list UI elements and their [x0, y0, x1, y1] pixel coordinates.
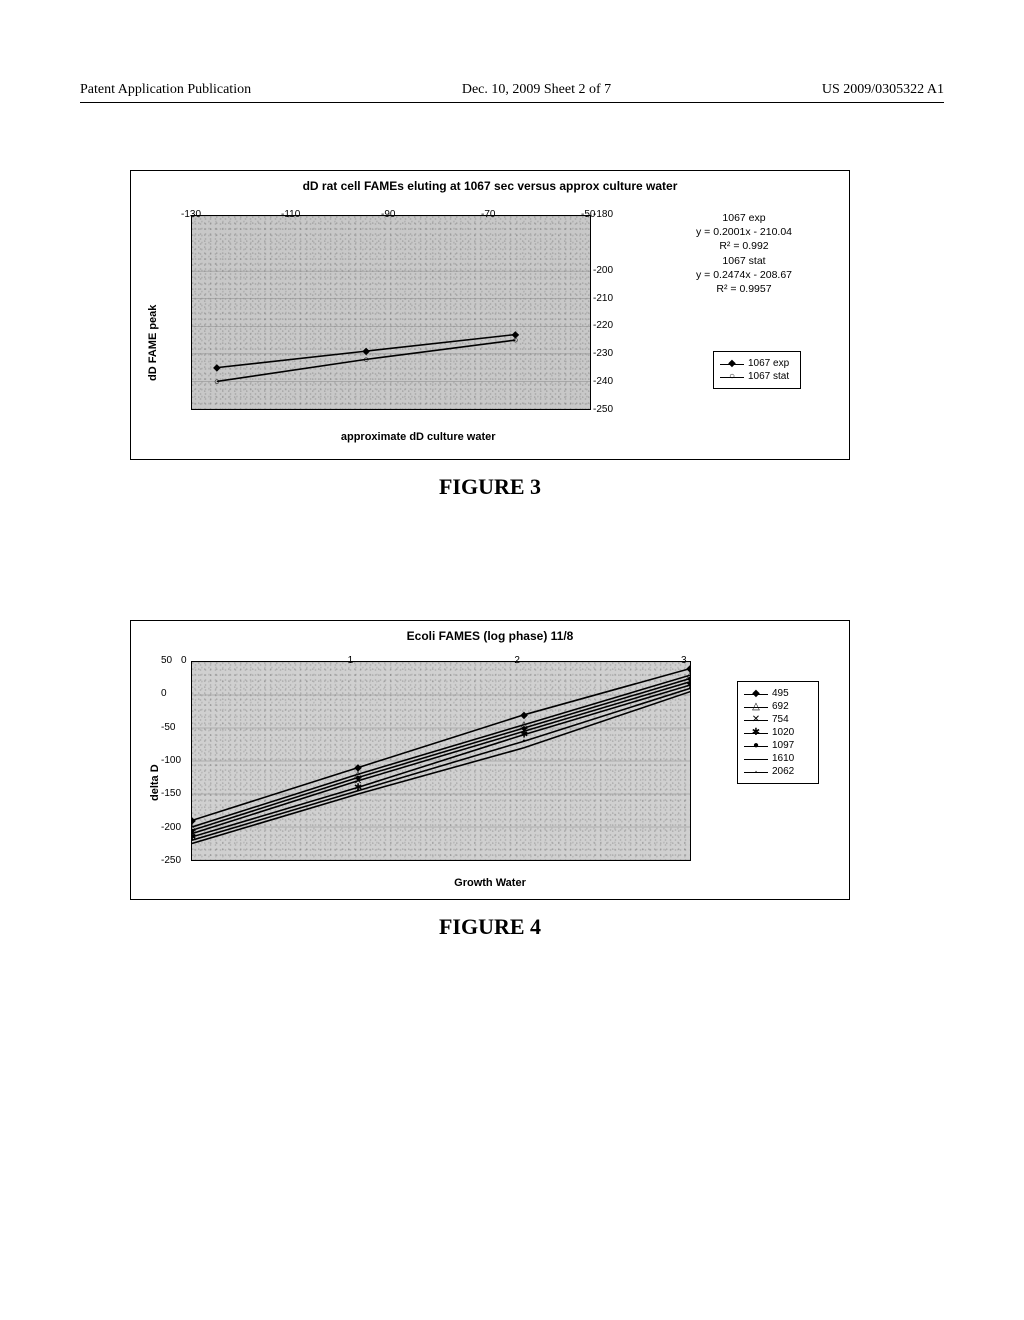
ytick: -200 — [161, 822, 181, 833]
figure-4-series: ◆◆◆◆△△△△✕✕✕✕✱✱✱✱●●●●••••···· — [192, 662, 690, 860]
legend-label: 1097 — [772, 740, 794, 751]
legend-marker-icon: △ — [744, 702, 768, 712]
header-left: Patent Application Publication — [80, 82, 251, 98]
legend-label: 1067 exp — [748, 358, 789, 369]
eq-s2-label: 1067 stat — [669, 254, 819, 268]
legend-item: ● 1097 — [744, 740, 812, 751]
ytick: -240 — [593, 376, 613, 387]
ytick: -220 — [593, 320, 613, 331]
legend-label: 2062 — [772, 766, 794, 777]
figure-4-legend: ◆ 495 △ 692 ✕ 754 ✱ 1020 ● 1097 1610 · 2062 — [737, 681, 819, 784]
xtick: 0 — [181, 655, 187, 666]
figure-3-plot-area: ◆◆◆○○○ — [191, 215, 591, 410]
legend-item: ◆ 1067 exp — [720, 358, 794, 369]
figure-3-block: dD rat cell FAMEs eluting at 1067 sec ve… — [130, 170, 850, 500]
legend-marker-icon: ● — [744, 741, 768, 751]
ytick: -250 — [593, 404, 613, 415]
svg-text:○: ○ — [512, 335, 518, 346]
eq-s1-label: 1067 exp — [669, 211, 819, 225]
ytick: -50 — [161, 722, 175, 733]
xtick: 3 — [681, 655, 687, 666]
svg-text:○: ○ — [363, 354, 369, 365]
legend-label: 692 — [772, 701, 789, 712]
legend-label: 495 — [772, 688, 789, 699]
ytick: -180 — [593, 209, 613, 220]
figure-3-ylabel: dD FAME peak — [147, 305, 159, 381]
eq-s1-r2: R² = 0.992 — [669, 239, 819, 253]
legend-marker-icon — [744, 754, 768, 764]
figure-4-chart-frame: Ecoli FAMES (log phase) 11/8 delta D ◆◆◆… — [130, 620, 850, 900]
figure-3-xlabel: approximate dD culture water — [341, 431, 496, 443]
legend-item: ✕ 754 — [744, 714, 812, 725]
legend-item: · 2062 — [744, 766, 812, 777]
svg-text:◆: ◆ — [213, 363, 221, 374]
figure-3-equations: 1067 exp y = 0.2001x - 210.04 R² = 0.992… — [669, 211, 819, 296]
figure-4-xlabel: Growth Water — [454, 877, 526, 889]
legend-item: ✱ 1020 — [744, 727, 812, 738]
legend-label: 1067 stat — [748, 371, 789, 382]
ytick: -200 — [593, 265, 613, 276]
legend-label: 754 — [772, 714, 789, 725]
figure-4-title: Ecoli FAMES (log phase) 11/8 — [239, 629, 742, 643]
xtick: -90 — [381, 209, 395, 220]
header-center: Dec. 10, 2009 Sheet 2 of 7 — [462, 82, 611, 98]
xtick: -130 — [181, 209, 201, 220]
eq-s1-eq: y = 0.2001x - 210.04 — [669, 225, 819, 239]
legend-label: 1020 — [772, 727, 794, 738]
ytick: -250 — [161, 855, 181, 866]
legend-item: △ 692 — [744, 701, 812, 712]
legend-marker-icon: ◆ — [744, 689, 768, 699]
figure-3-series: ◆◆◆○○○ — [192, 216, 590, 409]
legend-marker-icon: ○ — [720, 372, 744, 382]
svg-text:○: ○ — [214, 376, 220, 387]
legend-marker-icon: ✕ — [744, 715, 768, 725]
xtick: -110 — [281, 209, 300, 220]
figure-3-chart-frame: dD rat cell FAMEs eluting at 1067 sec ve… — [130, 170, 850, 460]
legend-marker-icon: ◆ — [720, 359, 744, 369]
page-header: Patent Application Publication Dec. 10, … — [80, 82, 944, 103]
xtick: -70 — [481, 209, 495, 220]
ytick: -150 — [161, 788, 181, 799]
ytick: 50 — [161, 655, 172, 666]
svg-text:●: ● — [355, 772, 361, 783]
ytick: -210 — [593, 293, 613, 304]
figure-4-ylabel: delta D — [149, 764, 161, 801]
legend-marker-icon: ✱ — [744, 728, 768, 738]
svg-text:·: · — [356, 789, 359, 800]
legend-item: ○ 1067 stat — [720, 371, 794, 382]
figure-4-caption: FIGURE 4 — [130, 914, 850, 940]
svg-text:·: · — [688, 687, 690, 698]
figure-3-caption: FIGURE 3 — [130, 474, 850, 500]
ytick: -230 — [593, 348, 613, 359]
ytick: -100 — [161, 755, 181, 766]
legend-item: 1610 — [744, 753, 812, 764]
figure-4-plot-area: ◆◆◆◆△△△△✕✕✕✕✱✱✱✱●●●●••••···· — [191, 661, 691, 861]
svg-text:●: ● — [521, 723, 527, 734]
xtick: 1 — [348, 655, 354, 666]
ytick: 0 — [161, 688, 167, 699]
xtick: 2 — [514, 655, 520, 666]
svg-text:·: · — [192, 838, 194, 849]
eq-s2-r2: R² = 0.9957 — [669, 282, 819, 296]
legend-item: ◆ 495 — [744, 688, 812, 699]
legend-marker-icon: · — [744, 767, 768, 777]
figure-4-block: Ecoli FAMES (log phase) 11/8 delta D ◆◆◆… — [130, 620, 850, 940]
header-right: US 2009/0305322 A1 — [822, 82, 944, 98]
eq-s2-eq: y = 0.2474x - 208.67 — [669, 268, 819, 282]
figure-3-title: dD rat cell FAMEs eluting at 1067 sec ve… — [239, 179, 742, 193]
figure-3-legend: ◆ 1067 exp ○ 1067 stat — [713, 351, 801, 389]
svg-text:·: · — [522, 743, 525, 754]
legend-label: 1610 — [772, 753, 794, 764]
